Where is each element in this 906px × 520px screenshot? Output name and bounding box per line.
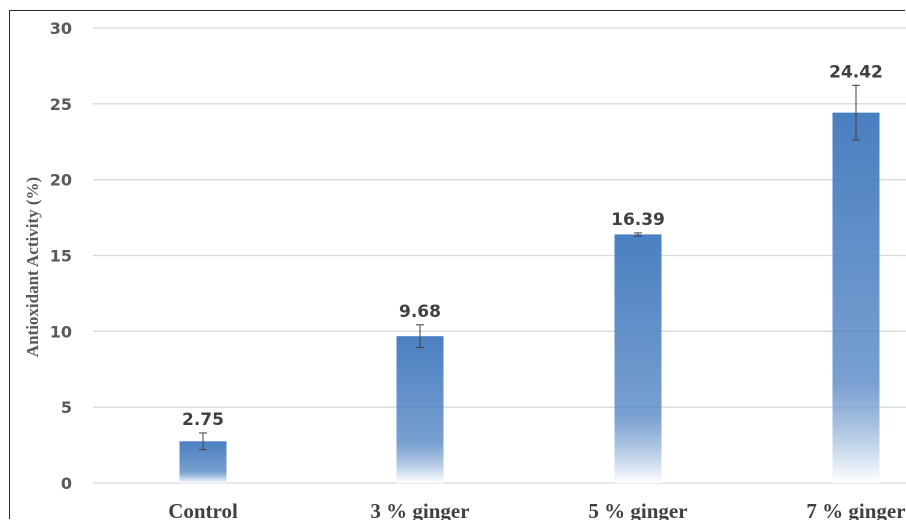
data-label: 16.39 <box>611 210 665 230</box>
bar <box>396 336 444 483</box>
y-tick-label: 20 <box>50 171 72 190</box>
x-category-label: Control <box>168 499 238 520</box>
x-category-label: 7 % ginger <box>806 499 905 520</box>
bar <box>832 112 880 483</box>
data-label: 9.68 <box>399 302 441 322</box>
y-tick-label: 15 <box>50 247 72 266</box>
y-tick-label: 30 <box>50 19 72 38</box>
bar <box>614 234 662 483</box>
data-label: 24.42 <box>829 62 883 82</box>
data-label: 2.75 <box>182 410 224 430</box>
y-tick-label: 0 <box>61 474 72 493</box>
x-category-label: 5 % ginger <box>588 499 687 520</box>
y-tick-label: 10 <box>50 322 72 341</box>
y-tick-label: 25 <box>50 95 72 114</box>
chart-frame <box>9 10 905 519</box>
x-category-label: 3 % ginger <box>370 499 469 520</box>
y-tick-label: 5 <box>61 398 72 417</box>
